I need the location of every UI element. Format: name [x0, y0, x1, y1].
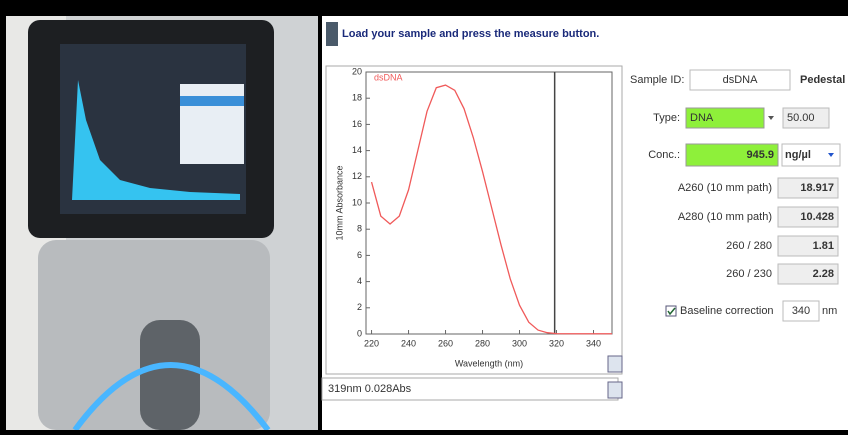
y-tick-label: 2 [357, 302, 362, 312]
x-tick-label: 220 [364, 338, 379, 348]
ratio-260-280-label: 260 / 280 [726, 240, 772, 252]
x-tick-label: 280 [475, 338, 490, 348]
y-tick-label: 16 [352, 119, 362, 129]
type-label: Type: [653, 112, 680, 124]
x-axis-label: Wavelength (nm) [455, 358, 523, 368]
a260: 18.917 [800, 182, 834, 194]
mode: Pedestal [800, 74, 845, 86]
y-tick-label: 4 [357, 276, 362, 286]
y-tick-label: 8 [357, 224, 362, 234]
status-readout: 319nm 0.028Abs [328, 383, 412, 395]
y-tick-label: 6 [357, 250, 362, 260]
zoom-button[interactable] [608, 356, 622, 372]
y-tick-label: 0 [357, 328, 362, 338]
x-tick-label: 240 [401, 338, 416, 348]
page: Load your sample and press the measure b… [0, 0, 848, 430]
screen-row [180, 96, 244, 106]
ratio-260-230: 2.28 [813, 268, 834, 280]
ratio-260-230-label: 260 / 230 [726, 268, 772, 280]
photo [6, 16, 318, 430]
y-axis-label: 10mm Absorbance [334, 165, 344, 240]
baseline-checkbox[interactable] [666, 306, 676, 316]
a260-label: A260 (10 mm path) [678, 182, 772, 194]
plot-area [366, 72, 612, 334]
expand-button[interactable] [608, 382, 622, 398]
legend-label: dsDNA [374, 72, 403, 82]
conc: 945.9 [746, 149, 774, 161]
a280-label: A280 (10 mm path) [678, 211, 772, 223]
sample-id-label: Sample ID: [630, 74, 684, 86]
ratio-260-280: 1.81 [813, 240, 834, 252]
instrument-arm [140, 320, 200, 430]
chart: 0 2 4 6 8 10 12 14 16 18 20 220 240 260 280 300 320 340 Wa… [334, 66, 612, 368]
x-tick-label: 260 [438, 338, 453, 348]
baseline-label: Baseline correction [680, 305, 774, 317]
baseline: 340 [792, 305, 810, 317]
conc-label: Conc.: [648, 149, 680, 161]
y-tick-label: 20 [352, 66, 362, 76]
y-tick-label: 14 [352, 145, 362, 155]
app-icon [326, 22, 338, 46]
y-tick-label: 12 [352, 171, 362, 181]
x-tick-label: 340 [586, 338, 601, 348]
y-tick-label: 18 [352, 93, 362, 103]
factor: 50.00 [787, 112, 815, 124]
x-tick-label: 320 [549, 338, 564, 348]
type: DNA [690, 112, 714, 124]
x-tick-label: 300 [512, 338, 527, 348]
conc-unit: ng/µl [785, 149, 811, 161]
baseline-unit: nm [822, 305, 837, 317]
sample-id: dsDNA [723, 74, 759, 86]
y-tick-label: 10 [352, 197, 362, 207]
a280: 10.428 [800, 211, 834, 223]
instruction: Load your sample and press the measure b… [342, 28, 599, 40]
